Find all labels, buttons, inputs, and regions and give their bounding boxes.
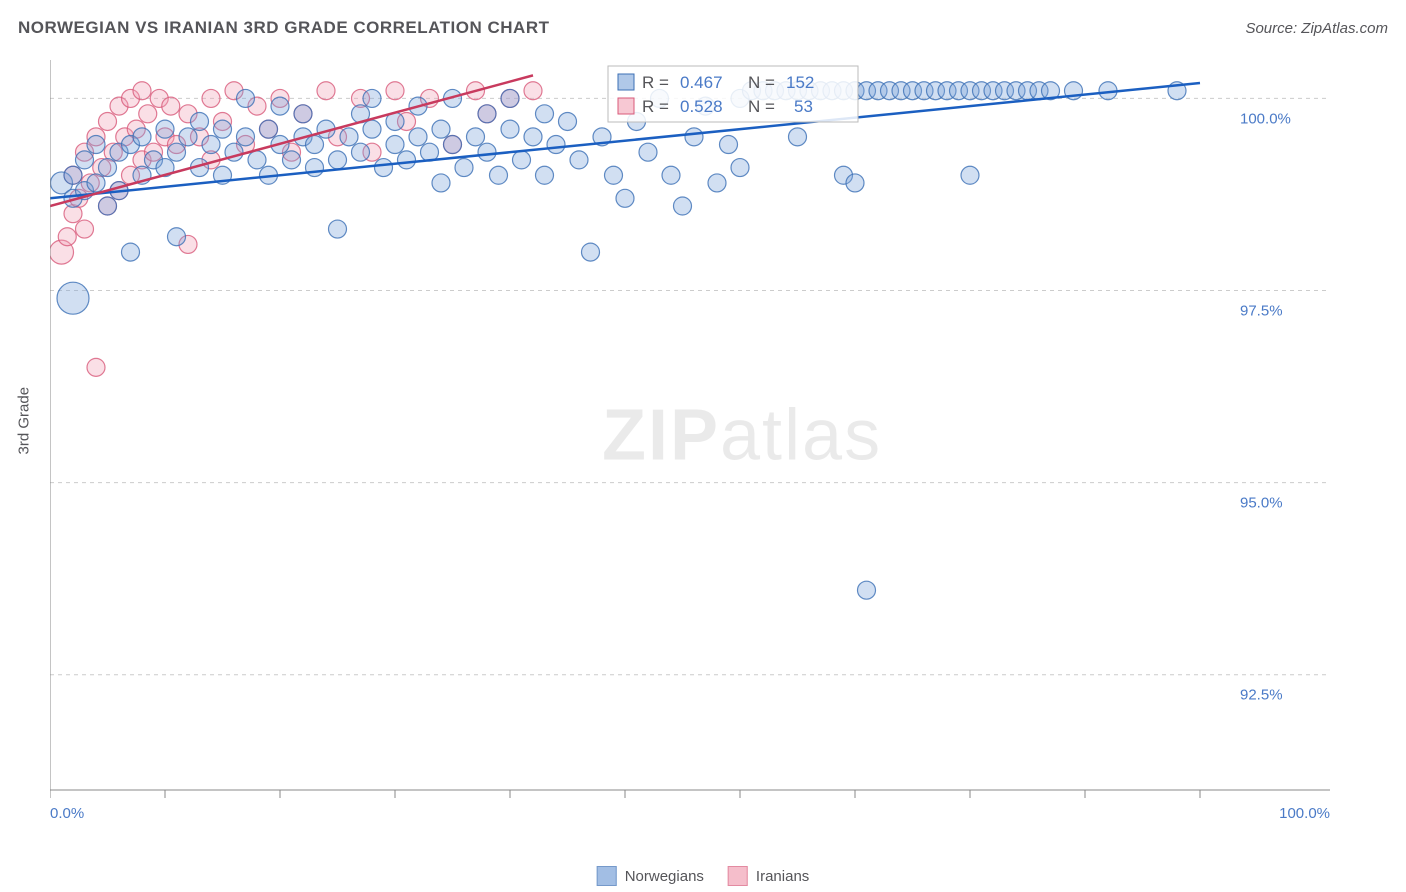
svg-text:100.0%: 100.0% [1279, 805, 1330, 820]
chart-area: 92.5% 95.0% 97.5% 100.0% ZIPatlas 0.0% 100.0% R… [50, 60, 1330, 820]
svg-text:97.5%: 97.5% [1240, 303, 1283, 320]
legend-label-norwegians: Norwegians [625, 868, 704, 885]
svg-text:92.5%: 92.5% [1240, 687, 1283, 704]
svg-text:53: 53 [794, 97, 813, 116]
svg-text:100.0%: 100.0% [1240, 110, 1291, 127]
svg-text:95.0%: 95.0% [1240, 495, 1283, 512]
legend-label-iranians: Iranians [756, 868, 809, 885]
legend-swatch-iranians [728, 866, 748, 886]
chart-svg: 92.5% 95.0% 97.5% 100.0% ZIPatlas 0.0% 100.0% R… [50, 60, 1330, 820]
svg-text:152: 152 [786, 73, 814, 92]
svg-text:R =: R = [642, 73, 669, 92]
svg-text:ZIPatlas: ZIPatlas [602, 396, 882, 476]
svg-text:0.467: 0.467 [680, 73, 723, 92]
chart-title: NORWEGIAN VS IRANIAN 3RD GRADE CORRELATI… [18, 18, 550, 38]
chart-source: Source: ZipAtlas.com [1245, 20, 1388, 37]
svg-text:0.528: 0.528 [680, 97, 723, 116]
svg-text:R =: R = [642, 97, 669, 116]
svg-text:N =: N = [748, 97, 775, 116]
legend-item-iranians: Iranians [728, 866, 809, 886]
legend-item-norwegians: Norwegians [597, 866, 704, 886]
svg-text:N =: N = [748, 73, 775, 92]
svg-text:0.0%: 0.0% [50, 805, 84, 820]
y-axis-label: 3rd Grade [15, 387, 32, 455]
legend: Norwegians Iranians [597, 866, 810, 886]
legend-swatch-norwegians [597, 866, 617, 886]
